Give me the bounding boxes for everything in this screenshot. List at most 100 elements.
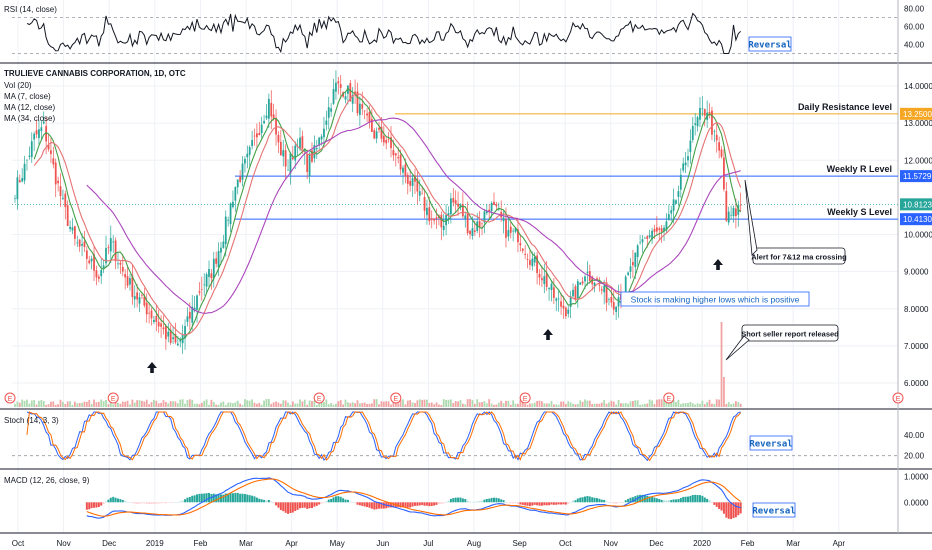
earnings-marker[interactable]: [892, 392, 904, 404]
macd-histogram-bar: [619, 502, 622, 503]
macd-histogram-bar: [279, 502, 282, 511]
volume-bar: [586, 400, 589, 407]
macd-histogram-bar: [507, 502, 510, 503]
candle-body: [426, 207, 428, 216]
earnings-marker[interactable]: [107, 392, 119, 404]
candle-body: [452, 198, 455, 203]
volume-bar: [136, 400, 139, 407]
candle-body: [52, 158, 55, 165]
macd-histogram-bar: [595, 498, 598, 503]
volume-bar: [40, 399, 43, 407]
candle-body: [318, 137, 321, 146]
volume-bar: [655, 399, 658, 407]
candle-body: [112, 241, 115, 243]
earnings-marker[interactable]: [390, 392, 402, 404]
candle-body: [85, 250, 88, 259]
candle-body: [610, 296, 613, 303]
volume-bar: [59, 399, 62, 407]
candle-body: [378, 127, 380, 130]
volume-bar: [354, 403, 356, 407]
candle-body: [141, 295, 143, 296]
macd-histogram-bar: [605, 501, 608, 503]
volume-bar: [402, 399, 404, 407]
price-tick-label: 14.0000: [904, 82, 932, 91]
macd-histogram-bar: [301, 502, 304, 508]
candle-body: [507, 230, 510, 237]
macd-histogram-bar: [454, 497, 457, 503]
volume-bar: [169, 401, 172, 407]
volume-bar: [701, 400, 704, 407]
volume-bar: [569, 402, 572, 407]
candle-body: [560, 301, 562, 307]
macd-histogram-bar: [363, 502, 366, 507]
macd-histogram-bar: [730, 502, 733, 520]
candle-body: [682, 163, 685, 171]
volume-bar: [239, 403, 242, 407]
candle-body: [255, 133, 258, 138]
volume-bar: [663, 399, 665, 407]
macd-histogram-bar: [315, 502, 318, 506]
macd-histogram-bar: [349, 501, 352, 503]
candle-body: [145, 302, 148, 315]
candles: [14, 70, 742, 354]
candle-body: [653, 228, 656, 232]
volume-bar: [600, 402, 603, 407]
volume-bar: [694, 404, 697, 407]
volume-bar: [505, 400, 507, 407]
volume-bar: [560, 401, 562, 407]
candle-body: [454, 200, 457, 204]
volume-bar: [78, 403, 81, 407]
candle-body: [40, 127, 43, 132]
candle-body: [339, 84, 342, 88]
volume-bar: [232, 403, 234, 407]
earnings-marker[interactable]: [663, 392, 675, 404]
candle-body: [361, 104, 364, 109]
candle-body: [222, 241, 225, 248]
macd-histogram-bar: [107, 499, 110, 503]
candle-body: [241, 163, 244, 180]
macd-histogram-bar: [227, 493, 230, 503]
macd-histogram-bar: [229, 493, 232, 503]
volume-bar: [730, 404, 733, 407]
candle-body: [596, 278, 598, 281]
candle-body: [605, 282, 608, 303]
macd-histogram-bar: [524, 502, 527, 506]
candle-body: [354, 91, 356, 95]
candle-body: [471, 228, 474, 237]
volume-bar: [186, 400, 189, 407]
macd-histogram-bar: [411, 502, 414, 507]
reversal-label-rsi-box: [748, 36, 792, 52]
earnings-marker[interactable]: [4, 392, 16, 404]
candle-body: [533, 256, 536, 263]
macd-histogram-bar: [136, 502, 139, 504]
candle-body: [445, 214, 447, 226]
volume-bar: [667, 400, 670, 407]
macd-histogram-bar: [246, 494, 249, 503]
earnings-marker[interactable]: [519, 392, 531, 404]
candle-body: [172, 337, 174, 340]
macd-histogram-bar: [404, 502, 407, 508]
macd-histogram-bar: [473, 502, 476, 503]
price-mark-label: 11.5729: [903, 172, 932, 181]
macd-histogram-bar: [445, 502, 448, 503]
candle-body: [473, 230, 476, 233]
candle-body: [632, 262, 634, 266]
x-month-label: Aug: [467, 539, 481, 548]
macd-histogram-bar: [354, 502, 357, 503]
macd-histogram-bar: [593, 497, 596, 503]
candle-body: [320, 136, 323, 140]
earnings-marker[interactable]: [313, 392, 325, 404]
candle-body: [529, 260, 531, 265]
volume-bar: [409, 400, 412, 407]
candle-body: [488, 209, 491, 212]
macd-histogram-bar: [675, 499, 678, 503]
macd-histogram-bar: [138, 502, 141, 504]
volume-bar: [624, 403, 627, 407]
macd-histogram-bar: [243, 494, 246, 503]
candle-body: [66, 205, 69, 226]
price-mark-tag: [900, 170, 932, 183]
candle-body: [392, 150, 395, 156]
candle-body: [332, 88, 335, 104]
macd-histogram-bar: [102, 502, 105, 504]
candle-body: [394, 153, 397, 156]
